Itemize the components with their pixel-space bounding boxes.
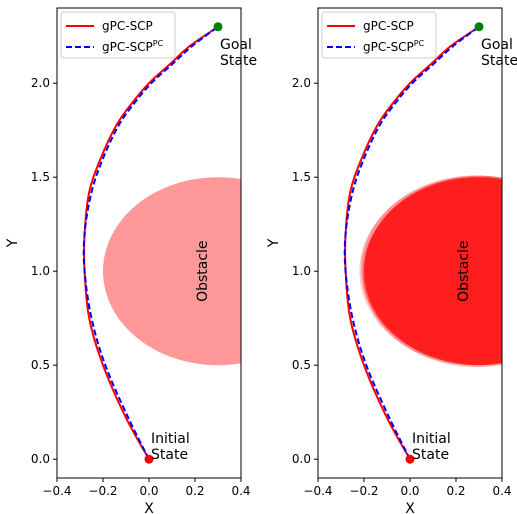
x-tick-label: 0.2	[446, 484, 465, 498]
x-tick-label: −0.2	[88, 484, 117, 498]
goal-state-marker	[474, 22, 484, 32]
y-tick-label: 0.0	[31, 452, 50, 466]
series-line-gpc-scp	[83, 25, 219, 460]
y-tick-label: 2.0	[292, 76, 311, 90]
legend-label-text: gPC-SCP	[102, 19, 153, 33]
goal-state-label: Goal State	[220, 37, 257, 69]
y-tick-label: 1.0	[31, 264, 50, 278]
legend-label: gPC-SCP	[363, 19, 414, 33]
x-tick-label: −0.4	[42, 484, 71, 498]
legend-label: gPC-SCPPC	[363, 39, 425, 54]
legend-label: gPC-SCPPC	[102, 39, 164, 54]
x-tick-label: 0.0	[400, 484, 419, 498]
series-line-gpc-scp-pc	[343, 25, 480, 460]
goal-state-label-line2: State	[481, 53, 517, 69]
y-tick-label: 2.0	[31, 76, 50, 90]
series-line-gpc-scp	[344, 25, 480, 460]
x-tick-label: 0.4	[231, 484, 250, 498]
legend-label-text: gPC-SCP	[102, 40, 153, 54]
y-axis-title: Y	[266, 238, 282, 248]
y-tick-label: 1.5	[31, 170, 50, 184]
x-tick-label: 0.2	[185, 484, 204, 498]
y-tick-label: 0.5	[31, 358, 50, 372]
goal-state-label-line2: State	[220, 53, 257, 69]
legend-label-text: gPC-SCP	[363, 40, 414, 54]
y-tick-label: 0.5	[292, 358, 311, 372]
y-tick-label: 1.5	[292, 170, 311, 184]
y-axis-title: Y	[5, 238, 21, 248]
initial-state-label-line2: State	[151, 447, 188, 463]
plot-area	[82, 25, 241, 460]
x-tick-label: −0.4	[303, 484, 332, 498]
x-tick-label: −0.2	[349, 484, 378, 498]
obstacle	[103, 177, 241, 366]
y-tick-label: 1.0	[292, 264, 311, 278]
legend-label-superscript: PC	[153, 39, 164, 48]
x-tick-label: 0.0	[139, 484, 158, 498]
obstacle-label: Obstacle	[456, 240, 472, 301]
goal-state-marker	[213, 22, 223, 32]
initial-state-marker	[144, 454, 154, 464]
initial-state-marker	[405, 454, 415, 464]
obstacle-label: Obstacle	[195, 240, 211, 301]
legend-label-superscript: PC	[414, 39, 425, 48]
legend-label-text: gPC-SCP	[363, 19, 414, 33]
initial-state-label-line2: State	[412, 447, 449, 463]
initial-state-label: Initial State	[151, 431, 190, 463]
x-axis-title: X	[144, 501, 154, 514]
initial-state-label: Initial State	[412, 431, 451, 463]
goal-state-label: Goal State	[481, 37, 517, 69]
x-axis-title: X	[405, 501, 415, 514]
y-tick-label: 0.0	[292, 452, 311, 466]
goal-state-label-line1: Goal	[481, 37, 513, 53]
obstacle-sample	[364, 177, 502, 366]
initial-state-label-line1: Initial	[412, 431, 451, 447]
initial-state-label-line1: Initial	[151, 431, 190, 447]
legend-label: gPC-SCP	[102, 19, 153, 33]
goal-state-label-line1: Goal	[220, 37, 252, 53]
series-line-gpc-scp-pc	[82, 25, 219, 460]
plot-area	[343, 25, 502, 460]
x-tick-label: 0.4	[492, 484, 511, 498]
